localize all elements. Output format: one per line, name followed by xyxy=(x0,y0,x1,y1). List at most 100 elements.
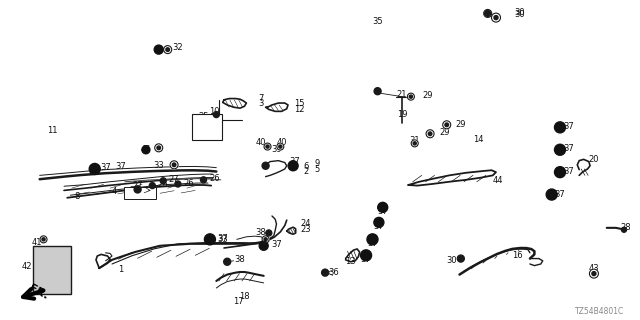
Circle shape xyxy=(484,11,491,16)
Text: 17: 17 xyxy=(233,297,243,306)
Text: 43: 43 xyxy=(589,264,599,273)
Circle shape xyxy=(224,258,230,265)
Text: 40: 40 xyxy=(256,138,266,147)
Circle shape xyxy=(413,142,416,145)
Circle shape xyxy=(492,13,500,22)
Text: 29: 29 xyxy=(456,120,466,129)
Circle shape xyxy=(408,93,414,100)
Text: 29: 29 xyxy=(440,128,450,137)
Circle shape xyxy=(213,112,220,117)
Text: 13: 13 xyxy=(346,257,356,266)
Circle shape xyxy=(378,202,388,212)
Text: 38: 38 xyxy=(235,255,245,264)
Text: 40: 40 xyxy=(276,138,287,147)
Text: 28: 28 xyxy=(621,223,631,232)
Circle shape xyxy=(494,16,498,20)
Text: 37: 37 xyxy=(100,164,111,172)
Text: 37: 37 xyxy=(367,239,378,248)
Circle shape xyxy=(277,143,284,150)
Text: 11: 11 xyxy=(47,126,58,135)
Text: 36: 36 xyxy=(329,268,339,277)
Text: 38: 38 xyxy=(256,228,266,237)
Circle shape xyxy=(89,164,100,174)
Text: 35: 35 xyxy=(372,17,383,26)
Text: 9: 9 xyxy=(314,159,319,168)
Text: 21: 21 xyxy=(397,90,407,99)
Text: 30: 30 xyxy=(515,8,525,17)
Circle shape xyxy=(360,250,372,261)
Text: 7: 7 xyxy=(259,94,264,103)
Circle shape xyxy=(589,269,598,278)
Circle shape xyxy=(266,145,269,148)
Circle shape xyxy=(262,236,269,243)
Circle shape xyxy=(410,95,412,98)
Circle shape xyxy=(264,143,271,150)
Text: 42: 42 xyxy=(22,262,32,271)
Circle shape xyxy=(160,178,166,184)
Circle shape xyxy=(554,167,566,178)
Circle shape xyxy=(546,189,557,200)
Text: 26: 26 xyxy=(158,180,168,189)
Circle shape xyxy=(428,132,432,136)
Circle shape xyxy=(149,183,156,188)
Text: FR.: FR. xyxy=(27,283,50,301)
Text: 27: 27 xyxy=(169,175,179,184)
Text: 30: 30 xyxy=(446,256,456,265)
Circle shape xyxy=(155,144,163,152)
Circle shape xyxy=(259,241,268,250)
Text: 6: 6 xyxy=(303,162,308,171)
Circle shape xyxy=(458,255,464,262)
Circle shape xyxy=(200,177,207,183)
Circle shape xyxy=(157,146,161,150)
Text: 33: 33 xyxy=(154,161,164,170)
Circle shape xyxy=(621,227,627,232)
FancyBboxPatch shape xyxy=(124,187,156,199)
Circle shape xyxy=(175,181,181,187)
Text: 37: 37 xyxy=(563,167,573,176)
Text: 37: 37 xyxy=(115,162,125,171)
Text: 37: 37 xyxy=(289,157,300,166)
Circle shape xyxy=(166,48,170,52)
Circle shape xyxy=(486,12,490,15)
Circle shape xyxy=(264,238,267,241)
FancyBboxPatch shape xyxy=(192,114,222,140)
Circle shape xyxy=(262,162,269,169)
Circle shape xyxy=(42,238,45,241)
Text: 26: 26 xyxy=(184,179,194,188)
Text: 27: 27 xyxy=(129,186,140,195)
Text: 33: 33 xyxy=(218,235,228,244)
Circle shape xyxy=(170,161,178,169)
Text: 10: 10 xyxy=(209,107,220,116)
Circle shape xyxy=(322,269,328,276)
Circle shape xyxy=(554,144,566,155)
Text: 3: 3 xyxy=(259,100,264,108)
Text: 15: 15 xyxy=(294,100,305,108)
Text: 37: 37 xyxy=(563,144,573,153)
Text: 16: 16 xyxy=(512,251,522,260)
Circle shape xyxy=(172,163,176,167)
Circle shape xyxy=(443,121,451,129)
Text: 32: 32 xyxy=(173,43,183,52)
Circle shape xyxy=(134,186,141,193)
Circle shape xyxy=(426,130,434,138)
Text: 25: 25 xyxy=(198,112,209,121)
Text: 39: 39 xyxy=(271,145,282,154)
Text: 37: 37 xyxy=(374,222,384,231)
Text: 14: 14 xyxy=(474,135,484,144)
Bar xyxy=(33,246,71,294)
Text: 20: 20 xyxy=(589,155,599,164)
Circle shape xyxy=(142,146,150,154)
Text: 37: 37 xyxy=(555,190,565,199)
Circle shape xyxy=(154,45,163,54)
Text: 37: 37 xyxy=(361,255,371,264)
Circle shape xyxy=(374,217,384,228)
Text: 26: 26 xyxy=(209,174,220,183)
Text: 4: 4 xyxy=(111,187,116,196)
Circle shape xyxy=(288,161,298,171)
Circle shape xyxy=(266,230,272,236)
Text: 30: 30 xyxy=(515,10,525,19)
Circle shape xyxy=(554,122,566,133)
Circle shape xyxy=(204,234,216,245)
Text: 29: 29 xyxy=(422,91,433,100)
Text: 12: 12 xyxy=(294,105,305,114)
